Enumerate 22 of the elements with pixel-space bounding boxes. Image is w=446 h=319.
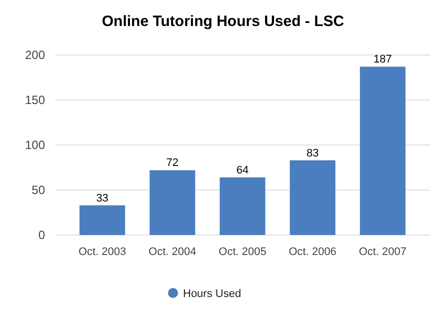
y-tick-label: 200 bbox=[24, 48, 46, 62]
y-tick-label: 150 bbox=[24, 93, 46, 107]
bar bbox=[220, 177, 266, 235]
data-label: 72 bbox=[166, 157, 179, 170]
y-tick-label: 100 bbox=[24, 138, 46, 152]
bar bbox=[290, 160, 336, 235]
chart-title: Online Tutoring Hours Used - LSC bbox=[102, 13, 344, 30]
bar bbox=[150, 170, 196, 235]
x-tick-label: Oct. 2007 bbox=[358, 246, 407, 258]
x-tick-label: Oct. 2006 bbox=[288, 246, 336, 258]
data-label: 33 bbox=[96, 192, 108, 204]
x-tick-label: Oct. 2004 bbox=[148, 246, 196, 258]
y-tick-label: 0 bbox=[38, 228, 46, 242]
bar bbox=[80, 205, 126, 235]
data-label: 187 bbox=[374, 54, 392, 66]
data-label: 64 bbox=[236, 164, 249, 176]
x-tick-label: Oct. 2003 bbox=[78, 246, 126, 258]
data-label: 83 bbox=[306, 147, 319, 160]
y-tick-label: 50 bbox=[32, 183, 46, 197]
legend-label: Hours Used bbox=[183, 288, 242, 300]
x-tick-label: Oct. 2005 bbox=[218, 246, 266, 258]
bar bbox=[360, 66, 406, 235]
